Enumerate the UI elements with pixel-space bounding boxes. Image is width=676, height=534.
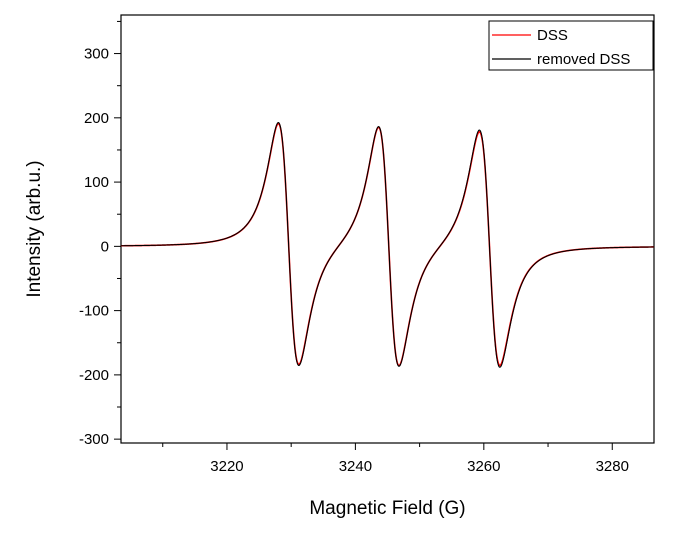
legend: DSS removed DSS	[488, 20, 654, 71]
plot-lines	[120, 122, 655, 368]
legend-box	[488, 20, 654, 71]
x-axis-title: Magnetic Field (G)	[309, 498, 465, 519]
x-tick-label: 3220	[210, 458, 243, 475]
y-axis-title: Intensity (arb.u.)	[24, 160, 45, 297]
series-line-removed-dss	[121, 122, 654, 368]
y-axis-ticks: -300 -200 -100 0 100 200 300	[79, 20, 121, 448]
y-tick-label: 300	[84, 46, 109, 63]
y-tick-label: 200	[84, 110, 109, 127]
plot-frame	[120, 14, 655, 444]
y-tick-label: -200	[79, 367, 109, 384]
legend-label-removed-dss: removed DSS	[537, 51, 630, 68]
y-tick-label: 0	[101, 238, 109, 255]
y-tick-label: -300	[79, 431, 109, 448]
legend-label-dss: DSS	[537, 27, 568, 44]
series-line-dss	[120, 122, 655, 367]
x-axis-ticks: 3220 3240 3260 3280	[162, 443, 629, 475]
x-tick-label: 3240	[339, 458, 372, 475]
x-tick-label: 3280	[596, 458, 629, 475]
y-tick-label: 100	[84, 174, 109, 191]
y-tick-label: -100	[79, 303, 109, 320]
x-tick-label: 3260	[467, 458, 500, 475]
